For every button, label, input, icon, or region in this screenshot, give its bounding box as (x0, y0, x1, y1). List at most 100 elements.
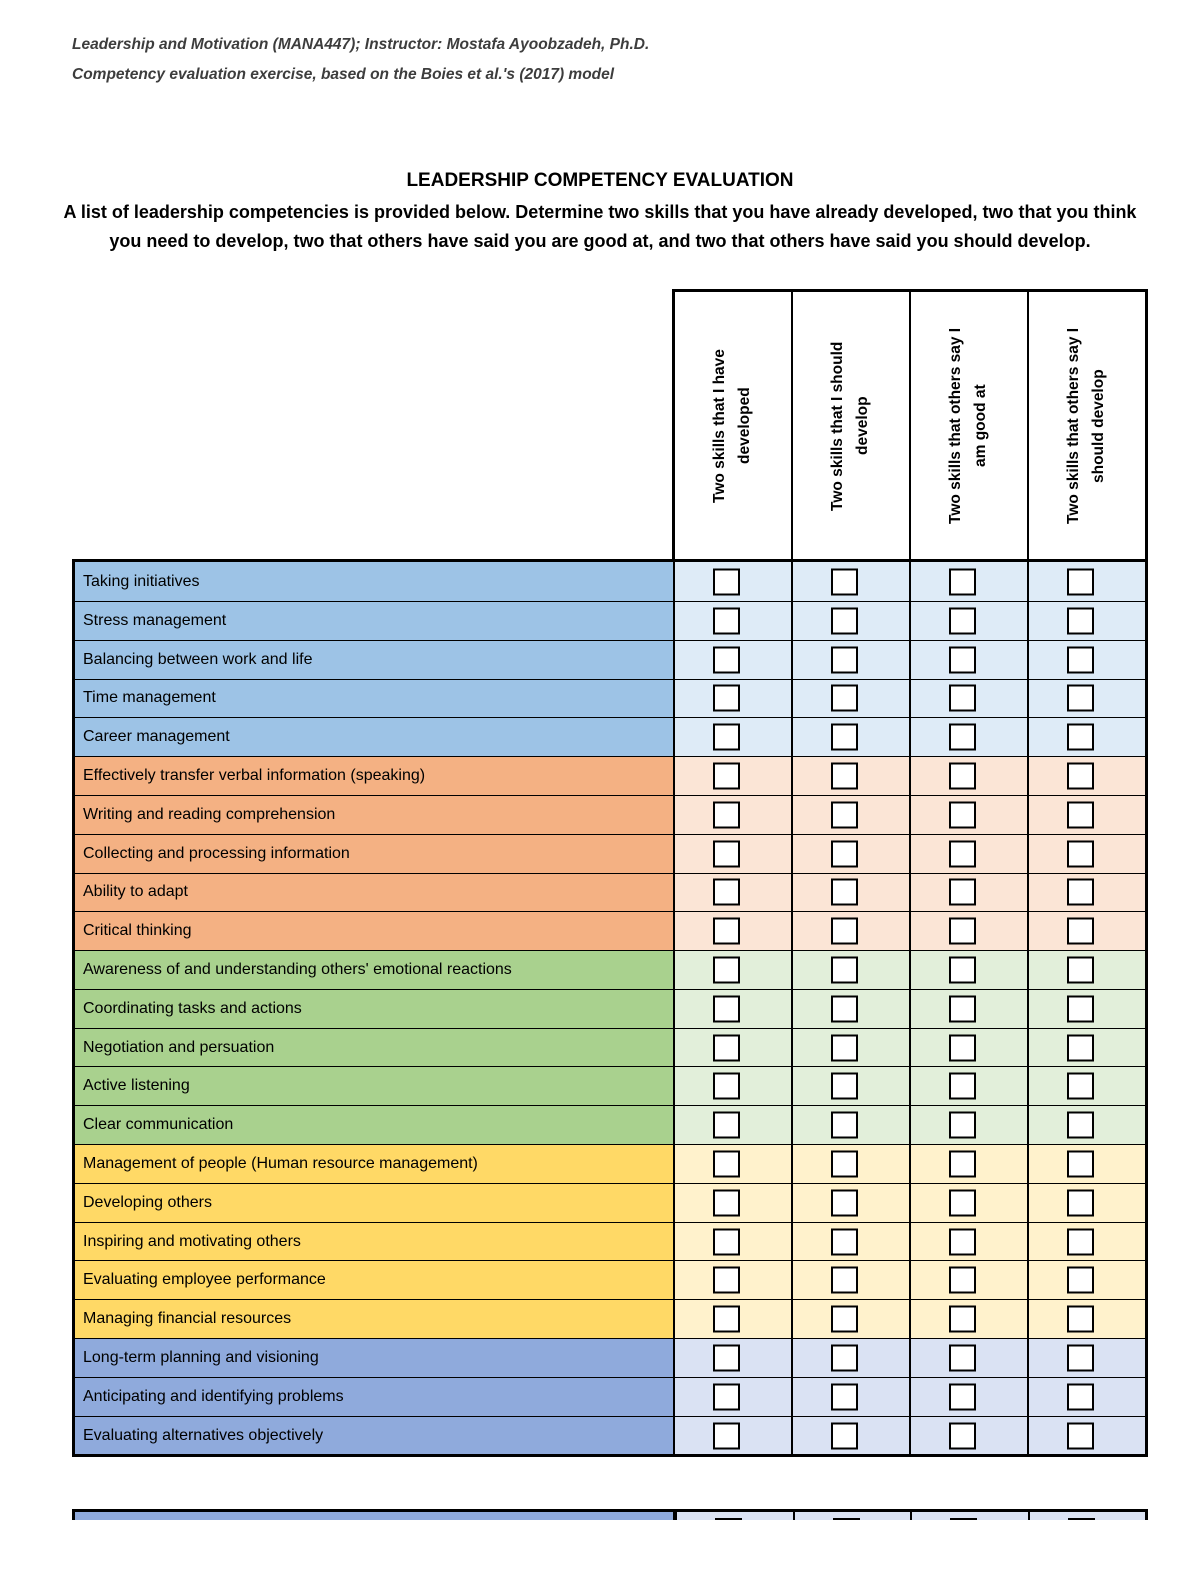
checkbox[interactable] (1067, 801, 1094, 829)
checkbox[interactable] (831, 1150, 858, 1178)
checkbox[interactable] (713, 1189, 740, 1217)
checkbox[interactable] (831, 607, 858, 635)
checkbox[interactable] (949, 1383, 976, 1411)
checkbox[interactable] (949, 801, 976, 829)
checkbox[interactable] (831, 1189, 858, 1217)
checkbox[interactable] (1067, 1111, 1094, 1139)
checkbox[interactable] (713, 1305, 740, 1333)
checkbox[interactable] (831, 1111, 858, 1139)
checkbox[interactable] (831, 801, 858, 829)
checkbox[interactable] (949, 1189, 976, 1217)
checkbox[interactable] (949, 1150, 976, 1178)
checkbox[interactable] (949, 878, 976, 906)
checkbox[interactable] (713, 723, 740, 751)
checkbox[interactable] (713, 1266, 740, 1294)
checkbox[interactable] (831, 878, 858, 906)
checkbox[interactable] (949, 1072, 976, 1100)
checkbox[interactable] (949, 723, 976, 751)
checkbox[interactable] (1067, 956, 1094, 984)
checkbox[interactable] (1067, 723, 1094, 751)
checkbox[interactable] (949, 1111, 976, 1139)
checkbox[interactable] (713, 1344, 740, 1372)
checkbox[interactable] (949, 1422, 976, 1450)
checkbox[interactable] (713, 917, 740, 945)
checkbox[interactable] (1067, 1344, 1094, 1372)
checkbox[interactable] (713, 762, 740, 790)
checkbox[interactable] (1067, 1305, 1094, 1333)
checkbox[interactable] (949, 956, 976, 984)
checkbox[interactable] (831, 1422, 858, 1450)
checkbox[interactable] (1067, 1228, 1094, 1256)
competency-label: Anticipating and identifying problems (75, 1377, 675, 1416)
checkbox[interactable] (949, 1305, 976, 1333)
checkbox[interactable] (713, 995, 740, 1023)
checkbox[interactable] (949, 917, 976, 945)
checkbox[interactable] (831, 568, 858, 596)
checkbox[interactable] (949, 1034, 976, 1062)
checkbox[interactable] (831, 1383, 858, 1411)
checkbox[interactable] (831, 956, 858, 984)
checkbox[interactable] (831, 1266, 858, 1294)
checkbox[interactable] (831, 646, 858, 674)
checkbox[interactable] (949, 840, 976, 868)
checkbox[interactable] (713, 1228, 740, 1256)
checkbox[interactable] (1067, 684, 1094, 712)
checkbox[interactable] (1067, 607, 1094, 635)
checkbox[interactable] (713, 1383, 740, 1411)
checkbox[interactable] (831, 762, 858, 790)
checkbox[interactable] (831, 1344, 858, 1372)
checkbox[interactable] (831, 995, 858, 1023)
competency-label: Clear communication (75, 1106, 675, 1145)
checkbox[interactable] (713, 1034, 740, 1062)
checkbox[interactable] (713, 607, 740, 635)
checkbox[interactable] (949, 568, 976, 596)
checkbox[interactable] (713, 801, 740, 829)
checkbox[interactable] (1067, 1518, 1095, 1521)
checkbox[interactable] (831, 1305, 858, 1333)
checkbox[interactable] (831, 840, 858, 868)
checkbox[interactable] (949, 1344, 976, 1372)
checkbox[interactable] (713, 878, 740, 906)
checkbox[interactable] (949, 607, 976, 635)
checkbox[interactable] (832, 1518, 860, 1521)
checkbox[interactable] (713, 840, 740, 868)
checkbox[interactable] (715, 1518, 742, 1521)
checkbox[interactable] (1067, 917, 1094, 945)
checkbox[interactable] (949, 762, 976, 790)
checkbox[interactable] (713, 1111, 740, 1139)
checkbox[interactable] (1067, 878, 1094, 906)
checkbox[interactable] (1067, 568, 1094, 596)
checkbox[interactable] (1067, 995, 1094, 1023)
checkbox[interactable] (1067, 1150, 1094, 1178)
checkbox[interactable] (949, 646, 976, 674)
checkbox[interactable] (1067, 1189, 1094, 1217)
competency-label: Active listening (75, 1067, 675, 1106)
checkbox[interactable] (831, 1034, 858, 1062)
checkbox[interactable] (831, 684, 858, 712)
checkbox[interactable] (831, 1228, 858, 1256)
checkbox[interactable] (713, 956, 740, 984)
checkbox[interactable] (1067, 646, 1094, 674)
checkbox[interactable] (713, 568, 740, 596)
checkbox[interactable] (949, 995, 976, 1023)
column-header-label: Two skills that I should develop (829, 340, 871, 511)
checkbox[interactable] (713, 646, 740, 674)
checkbox[interactable] (1067, 840, 1094, 868)
checkbox[interactable] (831, 917, 858, 945)
checkbox[interactable] (1067, 1383, 1094, 1411)
checkbox[interactable] (949, 1228, 976, 1256)
checkbox[interactable] (713, 684, 740, 712)
checkbox[interactable] (949, 684, 976, 712)
checkbox[interactable] (713, 1150, 740, 1178)
checkbox[interactable] (831, 1072, 858, 1100)
checkbox[interactable] (1067, 1034, 1094, 1062)
checkbox[interactable] (831, 723, 858, 751)
checkbox[interactable] (713, 1072, 740, 1100)
checkbox[interactable] (1067, 1266, 1094, 1294)
checkbox[interactable] (713, 1422, 740, 1450)
checkbox[interactable] (949, 1266, 976, 1294)
checkbox[interactable] (1067, 762, 1094, 790)
checkbox[interactable] (950, 1518, 977, 1521)
checkbox[interactable] (1067, 1072, 1094, 1100)
checkbox[interactable] (1067, 1422, 1094, 1450)
